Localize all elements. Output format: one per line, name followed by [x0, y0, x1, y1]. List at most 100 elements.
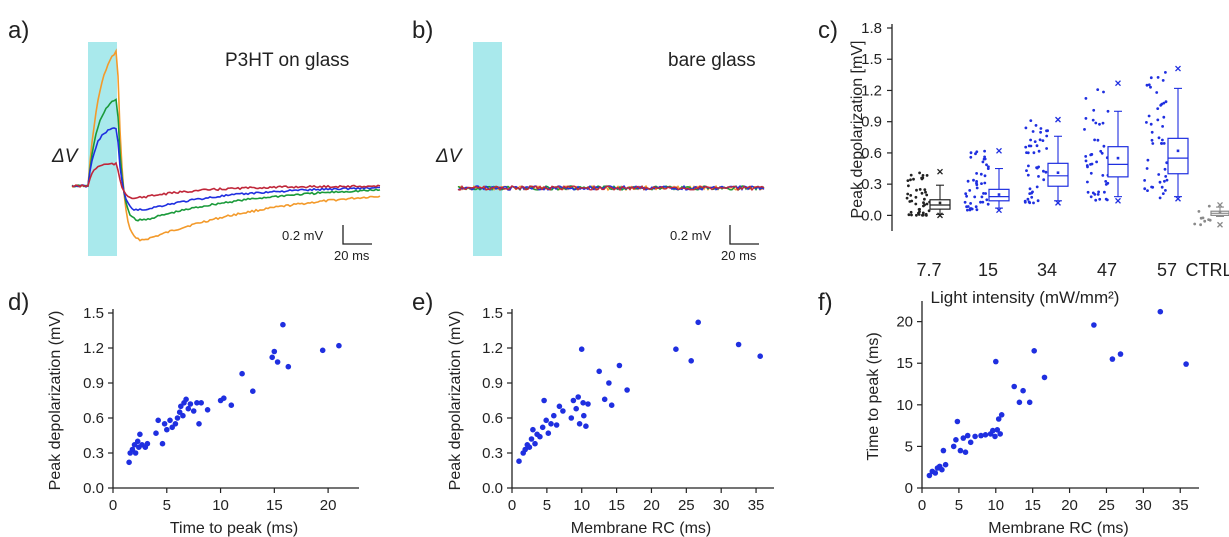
panel-c-point — [1045, 134, 1049, 138]
panel-c-point — [1149, 85, 1152, 89]
panel-c-point — [927, 209, 931, 213]
panel-c-point — [914, 202, 918, 206]
panel-c-point — [1104, 180, 1108, 183]
panel-c-category-label: 7.7 — [916, 260, 941, 280]
panel-c-category-label: 47 — [1097, 260, 1117, 280]
panel-c-point — [1029, 119, 1033, 122]
panel-c-point — [965, 194, 968, 198]
panel-f-point — [1016, 399, 1023, 406]
panel-c-point — [975, 180, 978, 183]
panel-c-point — [1162, 101, 1166, 105]
panel-c-point — [1023, 200, 1027, 204]
panel-c-point — [918, 188, 922, 191]
panel-c-y-tick-label: 0.6 — [861, 145, 882, 162]
panel-e-point — [596, 368, 602, 375]
panel-f-point — [972, 433, 978, 440]
panel-c-point — [1161, 192, 1165, 196]
panel-e-point — [551, 412, 557, 419]
panel-d-x-label: Time to peak (ms) — [170, 520, 298, 537]
panel-c-y-label: Peak depolarization [mV] — [849, 41, 866, 219]
panel-c-point — [1161, 79, 1165, 82]
panel-c-point — [906, 192, 910, 196]
panel-d-point — [153, 430, 159, 437]
panel-d-point — [239, 370, 245, 377]
panel-f-point — [1026, 399, 1033, 406]
panel-b-scale-voltage: 0.2 mV — [670, 228, 712, 243]
panel-f-chart: 0 5 10 15 20 0 5 10 15 20 25 30 35 Membrane RC (ms) Ti… — [865, 301, 1199, 537]
panel-e-point — [545, 430, 552, 437]
panel-d-point — [183, 396, 189, 403]
panel-d-point — [274, 359, 281, 365]
panel-c-point — [1084, 117, 1088, 120]
panel-a-scale-voltage: 0.2 mV — [282, 228, 324, 243]
panel-f-point — [964, 432, 971, 439]
panel-f-point — [992, 433, 998, 440]
panel-d-point — [285, 363, 292, 370]
panel-c-point — [1026, 173, 1030, 177]
panel-e-x-tick-label: 0 — [508, 497, 516, 514]
panel-c-point — [1149, 76, 1153, 80]
panel-d-point — [280, 321, 286, 328]
panel-c-point — [1035, 166, 1038, 170]
panel-c-mean — [997, 193, 1001, 196]
panel-c-point — [1033, 140, 1037, 144]
panel-f-point — [1109, 356, 1116, 362]
panel-c-extreme-marker — [1217, 221, 1223, 228]
panel-c-point — [1147, 114, 1151, 118]
panel-e-point — [616, 362, 623, 369]
panel-f-x-tick-label: 35 — [1172, 497, 1189, 514]
panel-c-extreme-marker — [1115, 80, 1121, 87]
panel-e-point — [576, 421, 583, 427]
panel-a-traces — [71, 48, 381, 242]
panel-b-letter: b) — [412, 17, 433, 44]
panel-c-point — [969, 155, 973, 159]
panel-d-point — [137, 431, 143, 438]
panel-e-point — [580, 400, 586, 406]
panel-c-mean — [1056, 171, 1060, 175]
panel-c-point — [973, 195, 977, 199]
panel-c-point — [1101, 121, 1105, 125]
panel-c-point — [1106, 109, 1110, 113]
panel-c-point — [1161, 125, 1164, 128]
panel-c-y-tick-label: 1.8 — [861, 20, 882, 37]
panel-c-point — [1038, 138, 1042, 142]
panel-c-point — [1027, 144, 1031, 148]
panel-c-point — [924, 212, 928, 216]
panel-e-point — [583, 423, 589, 430]
panel-c-point — [970, 207, 974, 211]
panel-c-point — [920, 191, 924, 195]
panel-e-point — [601, 396, 608, 403]
panel-c-point — [1026, 197, 1030, 201]
panel-c-point — [979, 200, 982, 204]
panel-e: e) 0.0 0.3 0.6 0.9 1.2 1.5 0 5 10 15 20 25 30 35 Membr… — [412, 289, 774, 537]
panel-f-x-tick-label: 20 — [1061, 497, 1078, 514]
panel-f-point — [995, 416, 1002, 422]
panel-c-point — [966, 208, 969, 212]
panel-d-y-tick-label: 1.5 — [83, 305, 104, 322]
panel-c-box — [1107, 146, 1129, 178]
panel-c-point — [1032, 151, 1036, 155]
panel-f-point — [967, 439, 974, 446]
panel-c-point — [983, 157, 987, 161]
panel-c-point — [986, 167, 990, 171]
panel-e-x-tick-label: 30 — [713, 497, 730, 514]
panel-f-point — [1031, 348, 1037, 354]
panel-c-point — [983, 174, 987, 178]
panel-c-point — [1028, 187, 1032, 191]
panel-c-point — [1099, 149, 1103, 153]
panel-c-point — [1098, 122, 1101, 126]
panel-d-point — [190, 408, 197, 414]
panel-c-point — [1163, 167, 1167, 171]
panel-c-point — [1035, 185, 1039, 189]
panel-c-point — [1105, 198, 1109, 202]
panel-e-point — [568, 415, 575, 421]
panel-e-y-tick-label: 0.3 — [482, 445, 503, 462]
panel-c-point — [1090, 162, 1094, 166]
panel-d-x-tick-label: 5 — [163, 497, 171, 514]
panel-c-point — [1162, 142, 1166, 145]
panel-c-point — [980, 195, 984, 199]
panel-c-point — [923, 203, 926, 207]
panel-e-y-tick-label: 1.2 — [482, 340, 503, 357]
panel-c-point — [1024, 126, 1028, 130]
panel-c-extreme-marker — [1055, 199, 1061, 206]
